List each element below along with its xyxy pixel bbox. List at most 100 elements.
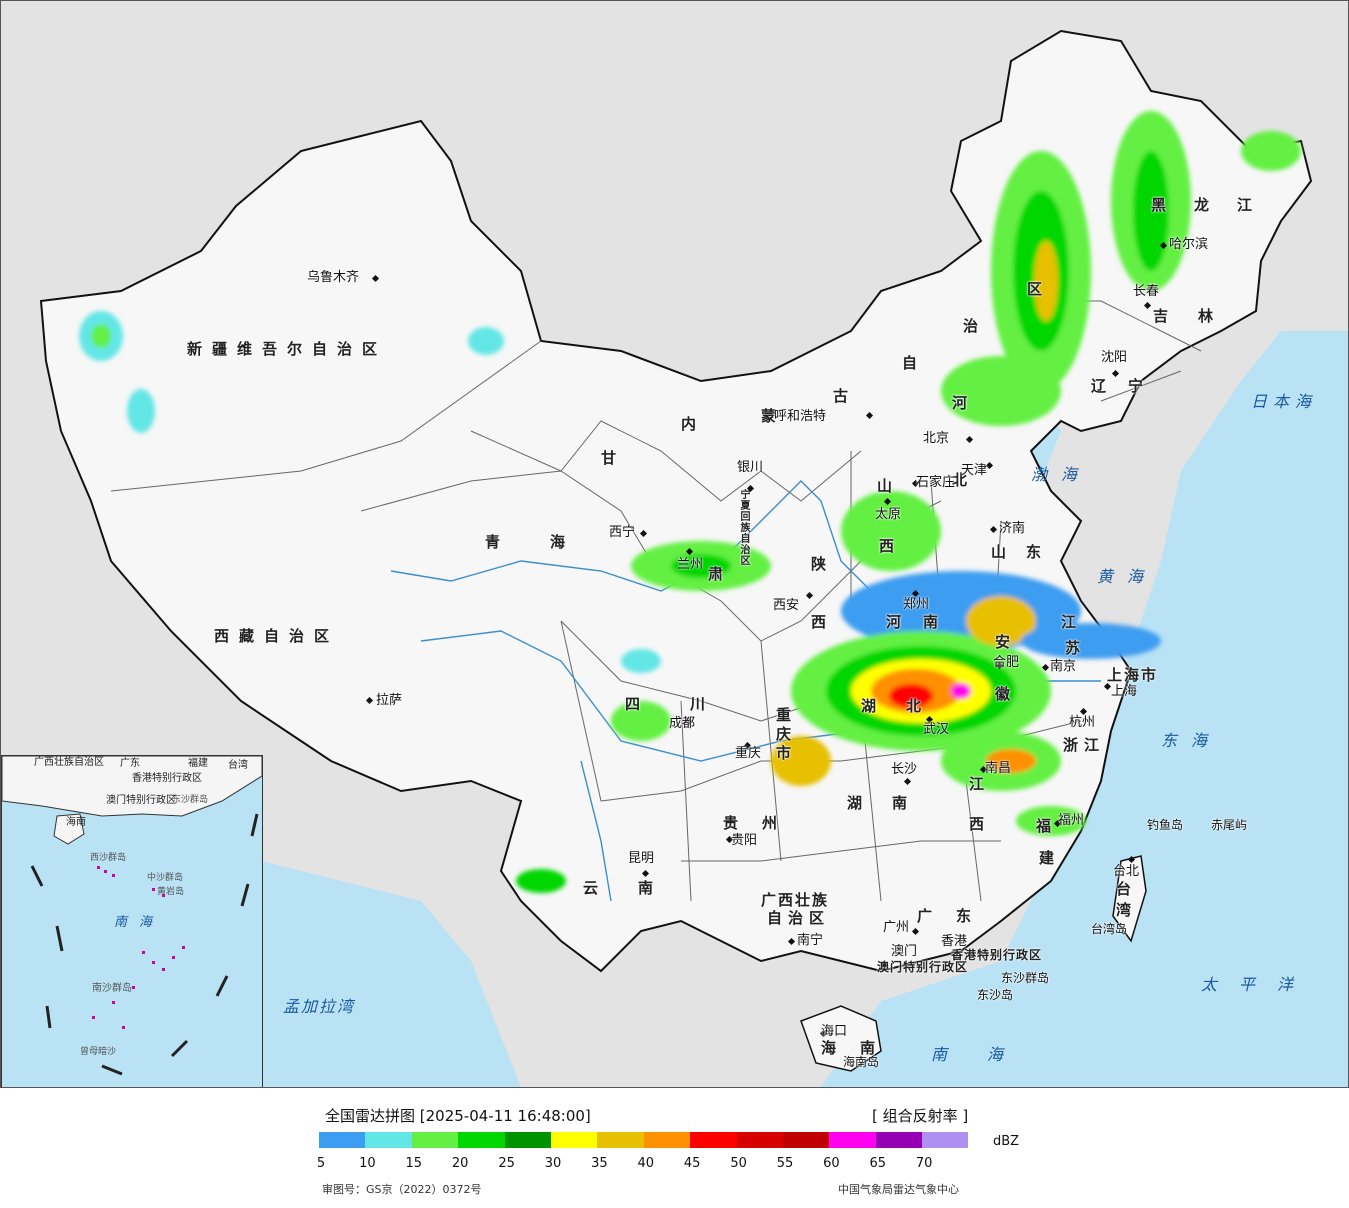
island-label-dongsha-qundao: 东沙群岛 — [1001, 971, 1050, 985]
city-label-xining: 西宁 — [609, 525, 636, 540]
taiwan-island — [1112, 855, 1147, 943]
color-bar-tick: 45 — [683, 1156, 701, 1171]
color-swatch — [782, 1132, 830, 1148]
city-label-hefei: 合肥 — [993, 655, 1020, 670]
sea-label-mengjiala: 孟加拉湾 — [283, 997, 356, 1016]
region-label-ningxia: 宁夏回族自治区 — [738, 489, 749, 566]
color-swatch — [690, 1132, 737, 1148]
city-label-nanchang: 南昌 — [985, 761, 1012, 776]
bay-of-bengal — [261, 861, 521, 1087]
inset-dash-line — [30, 813, 259, 1076]
hainan-island — [800, 1005, 882, 1072]
legend-title: 全国雷达拼图 [2025-04-11 16:48:00] — [325, 1107, 591, 1125]
city-label-zhengzhou: 郑州 — [903, 597, 930, 612]
region-label-shanghai: 上海市 — [1107, 666, 1159, 684]
region-label-liaoning: 辽宁 — [1091, 377, 1166, 395]
city-label-taibei: 台北 — [1113, 864, 1140, 879]
island-label-hainandao: 海南岛 — [843, 1055, 880, 1069]
city-label-huhehaote: 呼和浩特 — [774, 409, 827, 424]
color-bar-tick: 25 — [498, 1156, 515, 1171]
color-swatch — [643, 1132, 691, 1148]
color-bar-tick: 65 — [869, 1156, 887, 1171]
island-label-dongsha-dao: 东沙岛 — [977, 988, 1014, 1002]
city-label-chongqing: 重庆 — [735, 746, 762, 761]
south-china-sea-inset: 广西壮族自治区 广东 福建 台湾 海南 香港特别行政区 澳门特别行政区 东沙群岛… — [1, 755, 263, 1087]
radar-echoes — [79, 111, 1301, 893]
color-swatch — [875, 1132, 923, 1148]
region-label-neimenggu-gu: 古 — [833, 387, 859, 405]
color-bar-tick: 10 — [359, 1156, 376, 1171]
inset-graphic — [2, 756, 262, 1076]
region-label-taiwan: 台湾 — [1114, 881, 1132, 923]
region-label-jiangsu-jiang: 江 — [1061, 613, 1087, 631]
inset-label-taiwan: 台湾 — [228, 760, 248, 771]
color-swatch — [458, 1132, 505, 1148]
region-label-henan: 河南 — [886, 613, 961, 631]
legend-panel: 全国雷达拼图 [2025-04-11 16:48:00] [ 组合反射率 ] d… — [0, 1087, 1349, 1208]
inset-label-zengmu: 曾母暗沙 — [80, 1047, 117, 1057]
city-label-lhasa: 拉萨 — [376, 693, 403, 708]
city-label-haikou: 海口 — [821, 1024, 848, 1039]
city-label-guangzhou: 广州 — [883, 920, 910, 935]
inset-label-fujian: 福建 — [188, 758, 208, 769]
region-label-chongqing: 重庆市 — [774, 707, 792, 764]
region-label-yunnan: 云南 — [583, 879, 694, 897]
city-label-tianjin: 天津 — [961, 463, 988, 478]
region-label-guangxi-1: 广西壮族 — [761, 891, 830, 909]
region-label-anhui-an: 安 — [995, 633, 1021, 651]
color-swatch — [736, 1132, 783, 1148]
map-graphic — [39, 29, 1348, 1087]
city-label-taiyuan: 太原 — [875, 507, 902, 522]
region-label-gansu-2: 肃 — [708, 565, 734, 583]
region-label-fujian-jian: 建 — [1039, 849, 1065, 867]
region-label-neimenggu-zhi: 治 — [963, 317, 989, 335]
inset-mainland — [2, 756, 262, 817]
city-label-nanjing: 南京 — [1050, 659, 1077, 674]
sea-label-bohai: 渤海 — [1031, 465, 1092, 484]
source-credit: 中国气象局雷达气象中心 — [838, 1183, 959, 1196]
city-label-guiyang: 贵阳 — [731, 833, 758, 848]
region-label-neimenggu-meng: 蒙 — [761, 407, 787, 425]
region-label-hainan: 海南 — [821, 1039, 900, 1057]
color-swatch — [319, 1132, 366, 1148]
legend-product: [ 组合反射率 ] — [872, 1107, 969, 1125]
region-label-anhui-hui: 徽 — [995, 685, 1021, 703]
sea-label-taipingyang: 太平洋 — [1201, 975, 1316, 994]
sea-label-huanghai: 黄海 — [1097, 567, 1158, 586]
inset-label-macau: 澳门特别行政区 — [106, 795, 176, 806]
region-label-jiangxi-jiang: 江 — [969, 775, 995, 793]
island-label-taiwandao: 台湾岛 — [1091, 922, 1128, 936]
city-label-xianggang: 香港 — [941, 934, 968, 949]
city-label-shenyang: 沈阳 — [1101, 350, 1128, 365]
city-label-shijiazhuang: 石家庄 — [916, 475, 956, 490]
inset-label-nanhai: 南海 — [114, 915, 165, 930]
province-borders — [110, 240, 1202, 902]
color-swatch — [550, 1132, 598, 1148]
region-label-shanxi-xi: 西 — [879, 537, 905, 555]
radar-map: 新疆维吾尔自治区 西藏自治区 青海 甘 肃 内 蒙 古 自 治 区 黑龙江 吉林… — [0, 0, 1349, 1088]
city-label-wuhan: 武汉 — [923, 722, 950, 737]
region-label-neimenggu-nei: 内 — [681, 415, 707, 433]
color-bar-tick: 40 — [637, 1156, 655, 1171]
color-bar-tick: 15 — [405, 1156, 423, 1171]
ocean-east — [821, 331, 1348, 1087]
region-label-gansu: 甘 — [601, 449, 627, 467]
sea-label-donghai: 东海 — [1161, 731, 1222, 750]
region-label-hk: 香港特别行政区 — [951, 948, 1043, 962]
region-label-xinjiang: 新疆维吾尔自治区 — [187, 340, 388, 358]
city-label-kunming: 昆明 — [628, 851, 655, 866]
city-label-fuzhou: 福州 — [1058, 813, 1085, 828]
region-label-shaanxi-shan: 陕 — [811, 555, 837, 573]
region-label-xizang: 西藏自治区 — [214, 627, 340, 645]
city-label-haerbin: 哈尔滨 — [1169, 237, 1209, 252]
color-swatch — [597, 1132, 644, 1148]
region-label-zhejiang: 浙江 — [1063, 736, 1106, 754]
color-swatch — [504, 1132, 551, 1148]
region-label-hunan: 湖南 — [847, 794, 938, 812]
region-label-guangxi-2: 自治区 — [767, 909, 831, 927]
color-bar-tick: 55 — [776, 1156, 794, 1171]
color-bar-tick: 60 — [823, 1156, 840, 1171]
city-label-changchun: 长春 — [1133, 284, 1160, 299]
inset-hainan — [53, 813, 85, 845]
sea-label-riben: 日本海 — [1251, 392, 1318, 411]
